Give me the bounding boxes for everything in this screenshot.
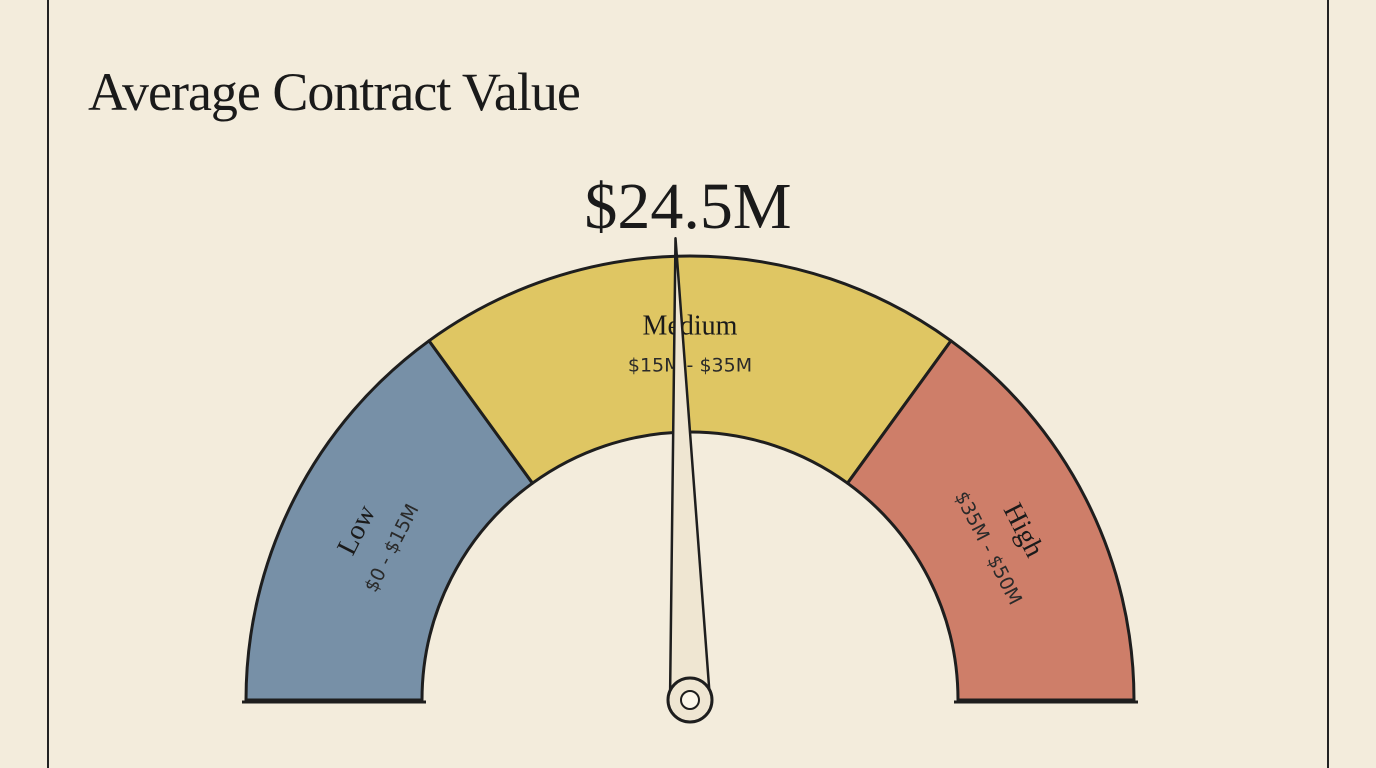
gauge-band [244,339,534,702]
gauge-band [846,339,1136,702]
band-name: Medium [643,310,738,341]
chart-title: Average Contract Value [88,62,580,122]
needle-hub-inner [680,690,700,710]
value-label: $24.5M [584,170,791,243]
band-range-label: $15M - $35M [628,355,752,377]
gauge-band [427,254,953,485]
